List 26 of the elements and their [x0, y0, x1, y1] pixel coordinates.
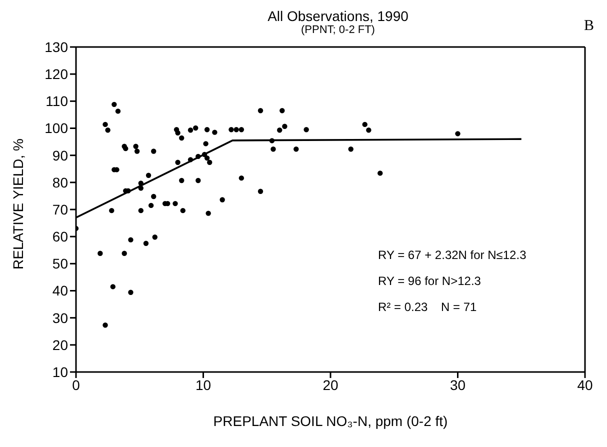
y-tick-label: 110 — [46, 93, 68, 110]
x-tick-label: 40 — [577, 376, 593, 393]
x-tick-label: 10 — [195, 376, 212, 393]
x-tick-label: 0 — [72, 376, 80, 393]
y-tick-label: 70 — [52, 201, 68, 218]
x-tick-label: 20 — [322, 376, 338, 393]
annotation: R² = 0.23 N = 71 — [378, 300, 477, 314]
y-tick-label: 60 — [52, 228, 68, 245]
y-tick-label: 130 — [44, 38, 68, 55]
y-tick-label: 10 — [52, 364, 68, 380]
y-tick-label: 50 — [52, 256, 68, 272]
x-tick-label: 30 — [450, 376, 466, 393]
annotation: RY = 67 + 2.32N for N≤12.3 — [378, 248, 526, 262]
y-tick-label: 120 — [44, 66, 68, 82]
y-tick-label: 100 — [44, 120, 68, 136]
y-axis-title: RELATIVE YIELD, % — [10, 138, 26, 270]
y-tick-label: 40 — [52, 282, 68, 299]
chart-subtitle: (PPNT; 0-2 FT) — [301, 24, 375, 36]
y-tick-label: 90 — [52, 147, 68, 164]
y-tick-label: 30 — [52, 310, 68, 326]
x-axis-title: PREPLANT SOIL NO₃-N, ppm (0-2 ft) — [213, 413, 448, 429]
annotation: RY = 96 for N>12.3 — [378, 274, 481, 288]
text: B — [584, 18, 594, 35]
y-tick-label: 20 — [52, 336, 68, 353]
y-tick-label: 80 — [52, 174, 68, 190]
chart-title: All Observations, 1990 — [268, 8, 408, 24]
